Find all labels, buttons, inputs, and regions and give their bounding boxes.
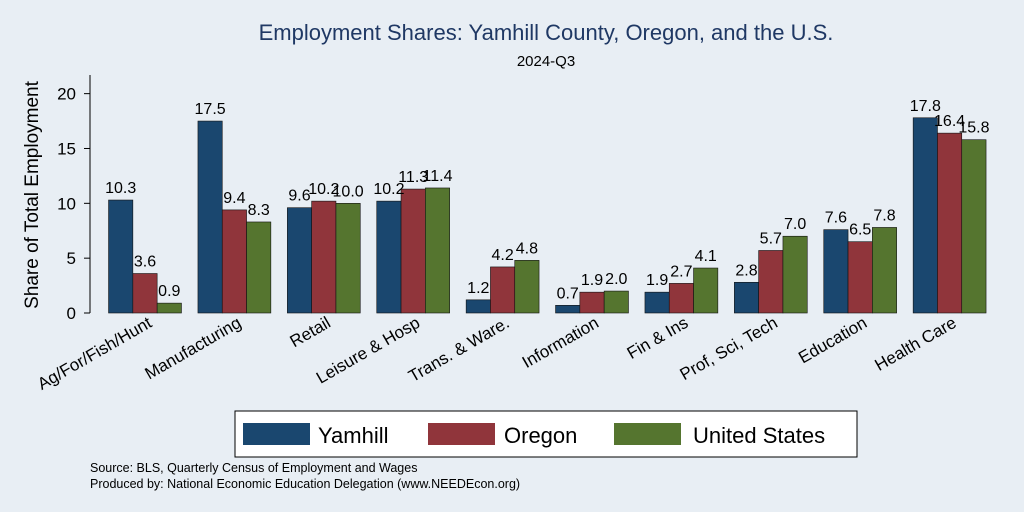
bar-label-oregon-fin-ins: 2.7 (670, 263, 692, 280)
category-label-health-care: Health Care (872, 313, 960, 375)
legend-label-yamhill: Yamhill (318, 423, 389, 448)
bar-label-yamhill-ag-for-fish-hunt: 10.3 (105, 180, 136, 197)
bar-oregon-fin-ins (668, 283, 694, 314)
bar-value-labels: 10.33.60.917.59.48.39.610.210.0 10.211.31… (105, 98, 989, 303)
bar-label-yamhill-education: 7.6 (825, 210, 847, 227)
category-label-trans-ware: Trans. & Ware. (405, 313, 512, 386)
bar-label-yamhill-trans-ware: 1.2 (467, 280, 489, 297)
y-tick-label: 10 (57, 194, 76, 213)
bar-label-yamhill-prof-sci-tech: 2.8 (735, 262, 757, 279)
bar-label-oregon-health-care: 16.4 (934, 113, 965, 130)
category-label-prof-sci-tech: Prof, Sci, Tech (677, 313, 781, 384)
category-label-manufacturing: Manufacturing (142, 313, 245, 383)
bar-oregon-information (579, 291, 605, 314)
bar-united-states-information (603, 290, 629, 314)
bar-united-states-manufacturing (246, 221, 272, 314)
chart-subtitle: 2024-Q3 (517, 53, 575, 70)
bar-label-oregon-education: 6.5 (849, 222, 871, 239)
bar-united-states-education (872, 227, 897, 314)
legend-label-oregon: Oregon (504, 423, 577, 448)
y-axis-ticks: 0 5 10 15 20 (57, 85, 90, 323)
bar-label-united-states-ag-for-fish-hunt: 0.9 (158, 283, 180, 300)
bar-label-united-states-trans-ware: 4.8 (516, 240, 538, 257)
bar-oregon-ag-for-fish-hunt (132, 273, 158, 314)
legend-swatch-yamhill (243, 423, 310, 445)
bar-label-yamhill-manufacturing: 17.5 (195, 101, 226, 118)
bars (108, 117, 987, 314)
bar-label-yamhill-health-care: 17.8 (910, 98, 941, 115)
bar-united-states-trans-ware (514, 260, 540, 314)
bar-label-oregon-retail: 10.2 (308, 181, 339, 198)
bar-label-united-states-fin-ins: 4.1 (695, 248, 717, 265)
bar-label-oregon-trans-ware: 4.2 (491, 247, 513, 264)
bar-yamhill-trans-ware (465, 299, 491, 314)
bar-yamhill-education (823, 229, 849, 314)
legend: Yamhill Oregon United States (234, 410, 858, 458)
bar-label-united-states-education: 7.8 (873, 207, 895, 224)
y-tick-label: 0 (67, 304, 76, 323)
category-label-ag-for-fish-hunt: Ag/For/Fish/Hunt (34, 313, 155, 394)
bar-label-united-states-leisure-hosp: 11.4 (423, 168, 453, 185)
bar-oregon-leisure-hosp (400, 188, 426, 314)
legend-label-united-states: United States (693, 423, 825, 448)
bar-label-united-states-retail: 10.0 (333, 183, 364, 200)
bar-yamhill-information (555, 305, 581, 314)
legend-box (234, 410, 858, 458)
legend-swatch-united-states (614, 423, 681, 445)
bar-yamhill-fin-ins (644, 291, 670, 314)
bar-label-oregon-leisure-hosp: 11.3 (398, 169, 428, 186)
bar-yamhill-prof-sci-tech (734, 281, 759, 314)
producer-line: Produced by: National Economic Education… (90, 477, 520, 491)
category-label-information: Information (519, 313, 602, 372)
bar-label-united-states-information: 2.0 (605, 271, 627, 288)
y-tick-label: 15 (57, 139, 76, 158)
bar-label-oregon-prof-sci-tech: 5.7 (760, 230, 782, 247)
bar-united-states-retail (335, 203, 361, 314)
bar-label-oregon-ag-for-fish-hunt: 3.6 (134, 254, 156, 271)
bar-label-yamhill-fin-ins: 1.9 (646, 272, 668, 289)
bar-label-oregon-information: 1.9 (581, 272, 603, 289)
bar-united-states-prof-sci-tech (782, 235, 808, 314)
y-axis-label: Share of Total Employment (22, 80, 43, 308)
bar-yamhill-leisure-hosp (376, 200, 402, 314)
y-tick-label: 5 (67, 249, 76, 268)
category-label-fin-ins: Fin & Ins (624, 313, 692, 363)
category-label-education: Education (795, 313, 870, 367)
category-label-retail: Retail (287, 313, 334, 351)
bar-united-states-ag-for-fish-hunt (156, 302, 182, 314)
bar-label-yamhill-leisure-hosp: 10.2 (373, 181, 404, 198)
bar-united-states-fin-ins (693, 267, 719, 314)
bar-label-united-states-prof-sci-tech: 7.0 (784, 216, 806, 233)
bar-label-oregon-manufacturing: 9.4 (223, 190, 245, 207)
bar-oregon-manufacturing (221, 209, 247, 314)
source-line: Source: BLS, Quarterly Census of Employm… (90, 461, 417, 475)
bar-label-yamhill-information: 0.7 (557, 285, 579, 302)
bar-yamhill-retail (287, 207, 312, 314)
bar-oregon-retail (311, 200, 337, 314)
bar-united-states-health-care (961, 139, 987, 314)
legend-swatch-oregon (428, 423, 495, 445)
chart-title: Employment Shares: Yamhill County, Orego… (259, 20, 834, 45)
bar-yamhill-manufacturing (197, 120, 223, 314)
bar-oregon-education (847, 241, 873, 314)
bar-yamhill-ag-for-fish-hunt (108, 199, 134, 314)
bar-oregon-trans-ware (490, 266, 516, 314)
bar-oregon-health-care (937, 132, 963, 314)
bar-label-united-states-health-care: 15.8 (958, 120, 989, 137)
bar-label-united-states-manufacturing: 8.3 (248, 202, 270, 219)
bar-oregon-prof-sci-tech (758, 250, 784, 314)
bar-yamhill-health-care (912, 117, 938, 314)
y-tick-label: 20 (57, 85, 76, 104)
bar-label-yamhill-retail: 9.6 (288, 188, 310, 205)
bar-united-states-leisure-hosp (425, 187, 450, 314)
